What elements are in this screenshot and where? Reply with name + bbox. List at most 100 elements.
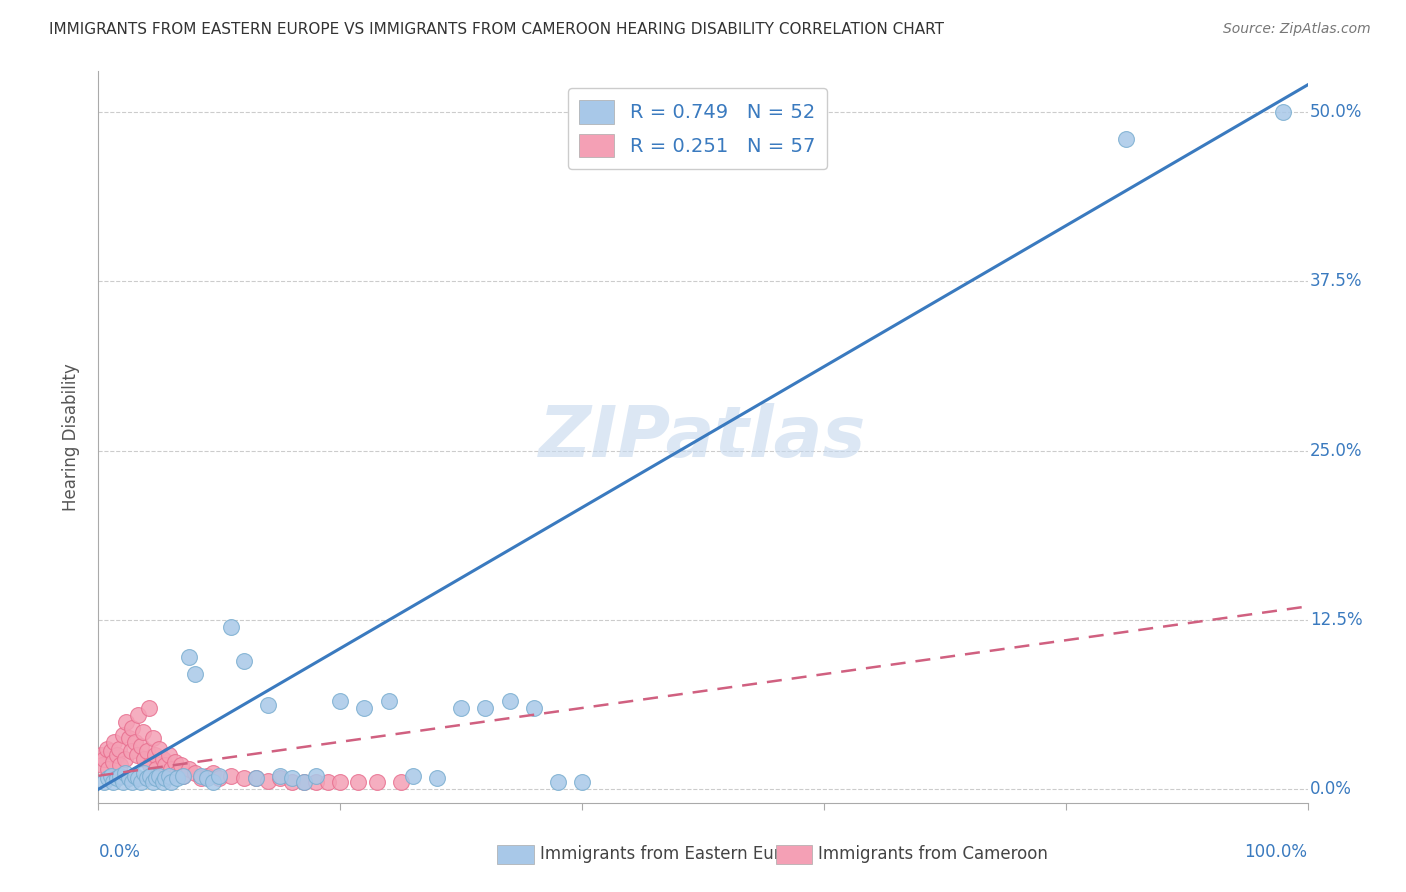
Point — [121, 721, 143, 735]
Text: 25.0%: 25.0% — [1310, 442, 1362, 459]
Point — [135, 744, 157, 758]
Point — [256, 774, 278, 789]
Point — [152, 775, 174, 789]
Point — [474, 701, 496, 715]
Point — [108, 757, 131, 772]
Point — [111, 775, 134, 789]
Point — [281, 775, 304, 789]
Point — [145, 762, 167, 776]
Text: 100.0%: 100.0% — [1244, 843, 1308, 861]
Point — [184, 766, 207, 780]
Point — [103, 735, 125, 749]
Point — [127, 772, 149, 786]
Point — [256, 698, 278, 713]
Point — [245, 772, 267, 786]
Text: Source: ZipAtlas.com: Source: ZipAtlas.com — [1223, 22, 1371, 37]
Point — [96, 741, 118, 756]
Point — [305, 769, 328, 783]
Point — [132, 725, 155, 739]
Point — [153, 772, 176, 786]
Point — [305, 775, 328, 789]
Point — [450, 701, 472, 715]
Point — [121, 775, 143, 789]
Point — [221, 620, 243, 634]
Point — [292, 775, 315, 789]
Point — [172, 769, 194, 783]
Point — [139, 757, 162, 772]
Point — [152, 752, 174, 766]
Point — [142, 731, 165, 745]
Point — [93, 775, 115, 789]
Point — [547, 775, 569, 789]
Point — [97, 772, 120, 786]
Point — [269, 769, 291, 783]
Point — [129, 739, 152, 753]
Point — [118, 772, 141, 786]
Y-axis label: Hearing Disability: Hearing Disability — [62, 363, 80, 511]
Point — [202, 775, 225, 789]
Text: 37.5%: 37.5% — [1310, 272, 1362, 290]
Point — [100, 744, 122, 758]
Point — [202, 766, 225, 780]
Text: Immigrants from Cameroon: Immigrants from Cameroon — [818, 845, 1047, 863]
Point — [389, 775, 412, 789]
Point — [195, 772, 218, 786]
Text: IMMIGRANTS FROM EASTERN EUROPE VS IMMIGRANTS FROM CAMEROON HEARING DISABILITY CO: IMMIGRANTS FROM EASTERN EUROPE VS IMMIGR… — [49, 22, 945, 37]
FancyBboxPatch shape — [498, 846, 534, 863]
Point — [148, 769, 170, 783]
Text: 0.0%: 0.0% — [98, 843, 141, 861]
Point — [172, 769, 194, 783]
Point — [571, 775, 593, 789]
Point — [366, 775, 388, 789]
Point — [426, 772, 449, 786]
Point — [195, 769, 218, 783]
Point — [377, 694, 399, 708]
Point — [179, 762, 201, 776]
Point — [292, 775, 315, 789]
Text: 0.0%: 0.0% — [1310, 780, 1353, 798]
Legend: R = 0.749   N = 52, R = 0.251   N = 57: R = 0.749 N = 52, R = 0.251 N = 57 — [568, 88, 827, 169]
Point — [148, 741, 170, 756]
Text: Immigrants from Eastern Europe: Immigrants from Eastern Europe — [540, 845, 811, 863]
Point — [190, 772, 212, 786]
Point — [111, 728, 134, 742]
Point — [139, 769, 162, 783]
Point — [127, 748, 149, 763]
Point — [108, 769, 131, 783]
Point — [115, 714, 138, 729]
FancyBboxPatch shape — [776, 846, 811, 863]
Text: 50.0%: 50.0% — [1310, 103, 1362, 121]
Text: 12.5%: 12.5% — [1310, 611, 1362, 629]
Point — [134, 752, 156, 766]
Point — [118, 731, 141, 745]
Point — [108, 741, 131, 756]
Point — [129, 775, 152, 789]
Point — [232, 654, 254, 668]
Point — [179, 649, 201, 664]
Point — [353, 701, 375, 715]
Text: ZIPatlas: ZIPatlas — [540, 402, 866, 472]
Point — [90, 748, 112, 763]
Point — [93, 752, 115, 766]
Point — [142, 775, 165, 789]
Point — [138, 701, 160, 715]
Point — [143, 748, 166, 763]
Point — [245, 772, 267, 786]
Point — [114, 766, 136, 780]
Point — [221, 769, 243, 783]
Point — [269, 772, 291, 786]
Point — [184, 667, 207, 681]
Point — [114, 752, 136, 766]
Point — [329, 775, 352, 789]
Point — [127, 707, 149, 722]
Point — [232, 772, 254, 786]
Point — [1115, 132, 1137, 146]
Point — [153, 757, 176, 772]
Point — [124, 735, 146, 749]
Point — [208, 769, 231, 783]
Point — [145, 772, 167, 786]
Point — [160, 775, 183, 789]
Point — [134, 766, 156, 780]
Point — [347, 775, 370, 789]
Point — [329, 694, 352, 708]
